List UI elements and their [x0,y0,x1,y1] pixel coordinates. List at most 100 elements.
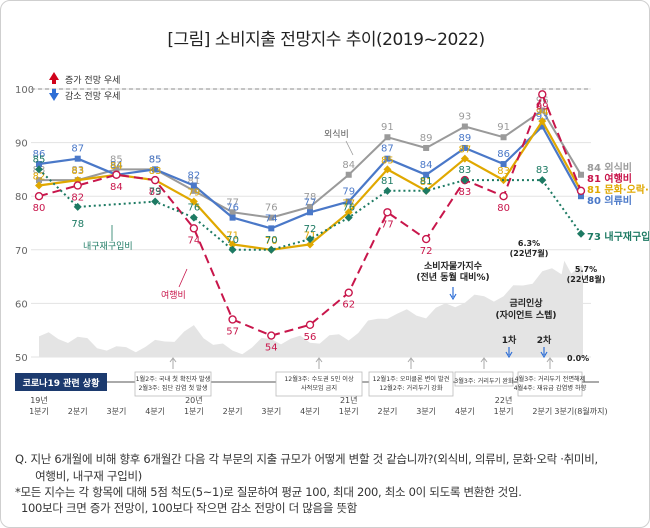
leader-line [345,140,354,156]
inline-label-eating: 외식비 [324,128,349,140]
point-eating-out [229,209,236,216]
x-tick-label: 1분기 [339,407,359,416]
question-note: Q. 지난 6개월에 비해 향후 6개월간 다음 각 부문의 지출 규모가 어떻… [15,452,598,483]
data-label-travel: 62 [342,300,355,311]
inline-label-durable: 내구재구입비 [83,240,133,252]
point-travel [344,288,353,297]
data-label-travel: 74 [187,235,200,246]
data-label-clothing: 93 [536,112,549,123]
data-label-eating-out: 91 [381,122,394,133]
point-travel [421,234,431,244]
inflation-zero-label: 0.0% [567,354,589,363]
data-label-eating-out: 85 [149,154,162,165]
covid-event-box [454,371,514,387]
data-label-culture: 82 [33,171,46,182]
x-year-label: 19년 [30,395,48,405]
up-arrow-icon [169,357,177,369]
data-label-eating-out: 89 [420,133,433,144]
point-travel [150,175,160,185]
point-durable [460,176,469,185]
point-eating-out [423,144,430,151]
data-label-travel: 57 [226,326,239,337]
point-durable [228,245,237,254]
point-eating-out [345,171,352,178]
y-tick-label: 50 [15,353,28,364]
data-label-travel: 56 [304,332,317,343]
data-label-eating-out: 91 [497,122,510,133]
data-label-travel: 80 [497,203,510,214]
data-label-travel: 80 [33,203,46,214]
point-eating-out [307,203,313,210]
point-clothing [578,193,584,200]
data-label-culture: 87 [458,145,471,156]
covid-event-box [368,371,454,397]
data-label-culture: 83 [71,166,84,177]
data-label-durable: 70 [265,235,278,246]
data-label-travel: 84 [110,182,123,193]
covid-event-text: 12월1주: 오미클론 변이 발견 12월2주: 거리두기 강화 [373,375,450,392]
leader-line [178,268,188,288]
point-culture [189,197,198,206]
end-label: 81 문화·오락·취미비 [587,183,650,196]
point-culture [538,117,547,126]
point-eating-out [500,134,507,141]
point-eating-out [384,134,391,141]
point-durable [344,213,353,222]
point-travel [305,320,315,330]
point-clothing [384,155,391,162]
data-label-durable: 76 [342,203,355,214]
footnote-2: 100보다 크면 증가 전망이, 100보다 작으면 감소 전망이 더 많음을 … [21,501,358,515]
end-label: 81 여행비 [587,172,632,185]
data-label-clothing: 86 [497,149,510,160]
point-durable [151,197,160,206]
data-label-culture: 85 [381,155,394,166]
x-year-label: 22년 [495,395,513,405]
point-eating-out [268,214,275,221]
covid-label-box [15,373,107,391]
inflation-peak-label: 6.3% (22년7월) [510,239,549,258]
point-travel [112,170,121,179]
x-tick-label: 3분기 [107,407,127,416]
point-eating-out [461,123,468,130]
point-eating-out [36,177,42,184]
point-durable [189,213,198,222]
x-tick-label: 2분기 [532,407,552,416]
end-label: 80 의류비 [587,194,632,207]
end-label: 73 내구재구입비 [587,230,650,243]
x-tick-label: 4분기 [145,407,165,416]
point-clothing [423,171,430,178]
point-durable [267,245,276,254]
x-tick-label: 2분기 [378,407,398,416]
inflation-area [39,260,583,357]
point-clothing [307,209,313,216]
data-label-eating-out: 85 [110,154,123,165]
down-arrow-icon [505,347,513,359]
footnote-1: *모든 지수는 각 항목에 대해 5점 척도(5~1)로 질문하여 평균 100… [15,485,522,499]
data-label-durable: 70 [226,235,239,246]
point-travel [189,224,199,233]
down-arrow-icon-stem [52,89,56,94]
up-arrow-icon [49,72,59,80]
covid-label: 코로나19 관련 상황 [23,377,100,389]
x-tick-label: 2분기 [223,407,243,416]
x-tick-label: 2분기 [68,407,88,416]
point-travel [576,186,586,196]
data-label-clothing: 86 [33,149,46,160]
up-arrow-icon [546,357,554,369]
point-clothing [190,182,197,189]
data-label-eating-out: 83 [71,165,84,176]
point-durable [73,202,82,211]
point-culture [306,240,314,249]
rate-hike-first: 1차 [502,334,517,346]
point-clothing [36,161,42,168]
data-label-clothing: 85 [149,154,162,165]
inline-label-travel: 여행비 [161,289,186,301]
point-culture [383,165,392,174]
up-arrow-icon-stem [52,79,56,84]
x-year-label: 21년 [340,395,358,405]
point-eating-out [190,187,197,194]
chart-title: [그림] 소비지출 전망지수 추이(2019~2022) [167,30,485,50]
data-label-culture: 77 [342,198,355,209]
